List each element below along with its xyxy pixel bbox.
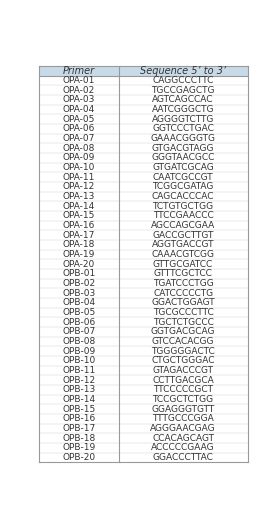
Text: OPA-03: OPA-03 [63,95,95,104]
Text: OPA-15: OPA-15 [63,211,95,220]
Text: OPB-19: OPB-19 [62,444,95,452]
Text: GGAGGGTGTT: GGAGGGTGTT [151,405,215,414]
Text: TTCCGAACCC: TTCCGAACCC [153,211,213,220]
Text: OPB-17: OPB-17 [62,424,95,433]
Text: CCTTGACGCA: CCTTGACGCA [152,376,214,384]
Text: Sequence 5’ to 3’: Sequence 5’ to 3’ [140,66,226,76]
Text: OPA-18: OPA-18 [63,240,95,249]
Text: GTGATCGCAG: GTGATCGCAG [152,163,214,172]
Text: OPA-13: OPA-13 [63,192,95,201]
Text: OPA-12: OPA-12 [63,183,95,191]
Text: GTTGCGATCC: GTTGCGATCC [153,259,213,269]
Text: AGGTGACCGT: AGGTGACCGT [152,240,214,249]
Text: OPB-04: OPB-04 [62,298,95,308]
Text: OPA-01: OPA-01 [63,76,95,85]
Text: TCTGTGCTGG: TCTGTGCTGG [153,202,214,211]
Text: GTTTCGCTCC: GTTTCGCTCC [154,269,213,278]
Text: OPA-16: OPA-16 [63,221,95,230]
Text: TGCGCCCTTC: TGCGCCCTTC [153,308,213,317]
Text: TCCGCTCTGG: TCCGCTCTGG [153,395,214,404]
Text: OPB-09: OPB-09 [62,347,95,356]
Text: GAAACGGGTG: GAAACGGGTG [151,134,216,143]
Text: GTCCACACGG: GTCCACACGG [152,337,214,346]
Text: OPB-01: OPB-01 [62,269,95,278]
Text: GGTGACGCAG: GGTGACGCAG [151,327,215,336]
Text: GTGACGTAGG: GTGACGTAGG [152,144,214,153]
Text: CAATCGCCGT: CAATCGCCGT [153,173,213,181]
Text: OPB-03: OPB-03 [62,289,95,298]
Bar [39,66,248,76]
Text: GTAGACCCGT: GTAGACCCGT [153,366,214,375]
Text: OPB-11: OPB-11 [62,366,95,375]
Text: OPA-09: OPA-09 [63,153,95,162]
Text: GGGTAACGCC: GGGTAACGCC [151,153,215,162]
Text: CAGGCCCTTC: CAGGCCCTTC [152,76,214,85]
Text: OPA-20: OPA-20 [63,259,95,269]
Text: OPB-08: OPB-08 [62,337,95,346]
Text: OPA-08: OPA-08 [63,144,95,153]
Text: OPA-10: OPA-10 [63,163,95,172]
Text: TGATCCCTGG: TGATCCCTGG [153,279,213,288]
Text: CTGCTGGGAC: CTGCTGGGAC [151,356,215,365]
Text: OPA-17: OPA-17 [63,231,95,240]
Text: OPA-19: OPA-19 [63,250,95,259]
Text: OPB-02: OPB-02 [62,279,95,288]
Text: CATCCCCCTG: CATCCCCCTG [153,289,213,298]
Text: AGGGAACGAG: AGGGAACGAG [150,424,216,433]
Text: OPB-13: OPB-13 [62,385,95,394]
Text: GGTCCCTGAC: GGTCCCTGAC [152,124,214,133]
Text: ACCCCCGAAG: ACCCCCGAAG [151,444,215,452]
Text: TTCCCCCGCT: TTCCCCCGCT [153,385,213,394]
Text: OPA-05: OPA-05 [63,115,95,123]
Text: OPB-12: OPB-12 [62,376,95,384]
Text: OPB-18: OPB-18 [62,434,95,442]
Text: OPB-07: OPB-07 [62,327,95,336]
Text: CCACAGCAGT: CCACAGCAGT [152,434,214,442]
Text: GGACTGGAGT: GGACTGGAGT [151,298,215,308]
Text: GACCGCTTGT: GACCGCTTGT [152,231,214,240]
Text: AATCGGGCTG: AATCGGGCTG [152,105,214,114]
Text: CAAACGTCGG: CAAACGTCGG [151,250,214,259]
Text: OPB-06: OPB-06 [62,317,95,326]
Text: TTTGCCCGGA: TTTGCCCGGA [152,414,214,423]
Text: OPB-20: OPB-20 [62,453,95,462]
Text: TGGGGGACTC: TGGGGGACTC [151,347,215,356]
Text: OPA-14: OPA-14 [63,202,95,211]
Text: GGACCCTTAC: GGACCCTTAC [153,453,214,462]
Text: OPB-15: OPB-15 [62,405,95,414]
Text: TCGGCGATAG: TCGGCGATAG [152,183,214,191]
Text: OPA-07: OPA-07 [63,134,95,143]
Text: OPB-16: OPB-16 [62,414,95,423]
Text: AGTCAGCCAC: AGTCAGCCAC [152,95,214,104]
Text: OPB-14: OPB-14 [62,395,95,404]
Text: OPB-10: OPB-10 [62,356,95,365]
Text: TGCTCTGCCC: TGCTCTGCCC [153,317,214,326]
Text: OPA-11: OPA-11 [63,173,95,181]
Text: OPB-05: OPB-05 [62,308,95,317]
Text: AGCCAGCGAA: AGCCAGCGAA [151,221,215,230]
Text: TGCCGAGCTG: TGCCGAGCTG [151,86,215,95]
Text: AGGGGTCTTG: AGGGGTCTTG [152,115,214,123]
Text: Primer: Primer [63,66,95,76]
Text: OPA-04: OPA-04 [63,105,95,114]
Text: OPA-02: OPA-02 [63,86,95,95]
Text: OPA-06: OPA-06 [63,124,95,133]
Text: CAGCACCCAC: CAGCACCCAC [152,192,214,201]
